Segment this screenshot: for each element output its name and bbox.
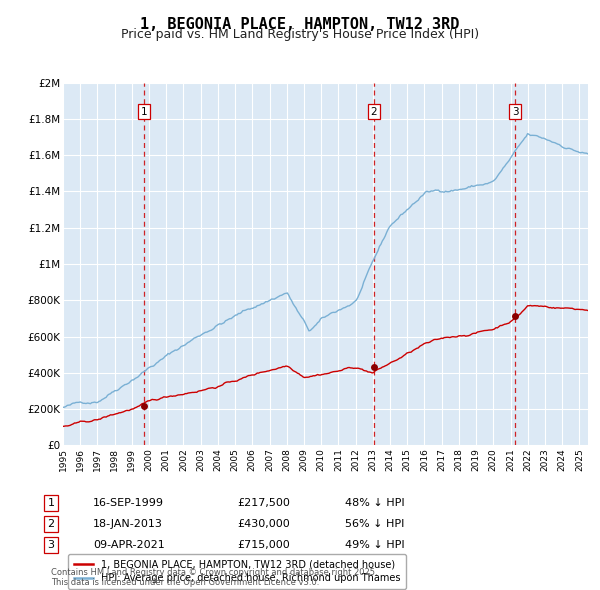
Text: £715,000: £715,000 [237,540,290,550]
Text: 16-SEP-1999: 16-SEP-1999 [93,498,164,507]
Text: 09-APR-2021: 09-APR-2021 [93,540,165,550]
Text: £217,500: £217,500 [237,498,290,507]
Text: 49% ↓ HPI: 49% ↓ HPI [345,540,404,550]
Text: 3: 3 [47,540,55,550]
Text: 48% ↓ HPI: 48% ↓ HPI [345,498,404,507]
Text: 2: 2 [370,107,377,117]
Text: 1: 1 [47,498,55,507]
Text: Contains HM Land Registry data © Crown copyright and database right 2025.
This d: Contains HM Land Registry data © Crown c… [51,568,377,587]
Legend: 1, BEGONIA PLACE, HAMPTON, TW12 3RD (detached house), HPI: Average price, detach: 1, BEGONIA PLACE, HAMPTON, TW12 3RD (det… [68,554,406,589]
Text: 1: 1 [141,107,148,117]
Text: Price paid vs. HM Land Registry's House Price Index (HPI): Price paid vs. HM Land Registry's House … [121,28,479,41]
Text: 18-JAN-2013: 18-JAN-2013 [93,519,163,529]
Text: £430,000: £430,000 [237,519,290,529]
Text: 3: 3 [512,107,518,117]
Text: 56% ↓ HPI: 56% ↓ HPI [345,519,404,529]
Text: 1, BEGONIA PLACE, HAMPTON, TW12 3RD: 1, BEGONIA PLACE, HAMPTON, TW12 3RD [140,17,460,31]
Text: 2: 2 [47,519,55,529]
